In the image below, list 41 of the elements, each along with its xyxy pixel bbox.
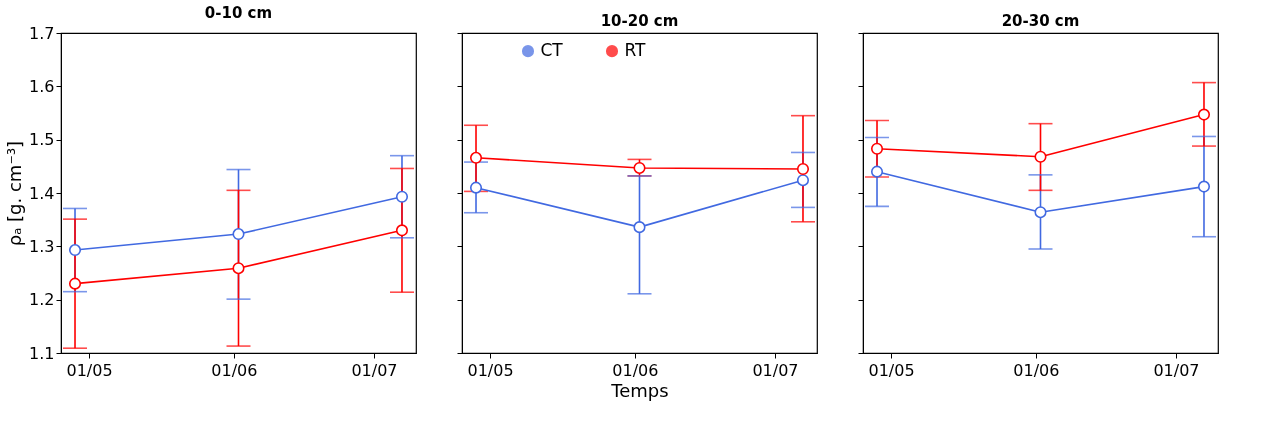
y-tick-label: 1.5 [29,130,55,150]
y-tick-label: 1.2 [29,290,55,310]
point [870,142,884,155]
point [68,277,82,290]
chart-title: 0-10 cm [204,4,273,22]
point [469,151,483,164]
x-tick-label: 01/06 [211,360,258,380]
y-tick-label: 1.7 [29,23,55,43]
point [395,224,409,237]
point [633,161,646,174]
point [1034,150,1047,163]
x-tick-label: 01/05 [467,360,514,380]
x-tick-label: 01/06 [1013,360,1060,380]
point [469,181,483,194]
x-axis-title: Temps [610,379,669,401]
point [1034,206,1047,219]
chart-title: 10-20 cm [600,11,679,30]
chart-title: 20-30 cm [1001,11,1080,30]
point [796,162,810,176]
x-tick-label: 01/07 [1153,360,1200,380]
x-tick-label: 01/05 [868,360,915,380]
legend-label: RT [624,40,647,61]
x-tick-label: 01/05 [66,360,113,380]
y-tick-label: 1.1 [29,343,55,363]
point [232,228,245,241]
x-tick-label: 01/06 [612,360,659,380]
point [68,244,82,257]
y-axis-title: ρₐ [g. cm⁻³] [4,140,26,247]
legend-label: CT [540,40,564,61]
point [796,174,810,187]
point [870,165,884,178]
y-tick-label: 1.3 [29,236,55,256]
point [1197,108,1211,121]
point [395,190,409,203]
point [232,262,245,275]
x-tick-label: 01/07 [752,360,799,380]
point [633,221,646,234]
y-tick-label: 1.6 [29,76,55,96]
point [1197,180,1211,193]
y-tick-label: 1.4 [29,183,55,203]
x-tick-label: 01/07 [351,360,398,380]
